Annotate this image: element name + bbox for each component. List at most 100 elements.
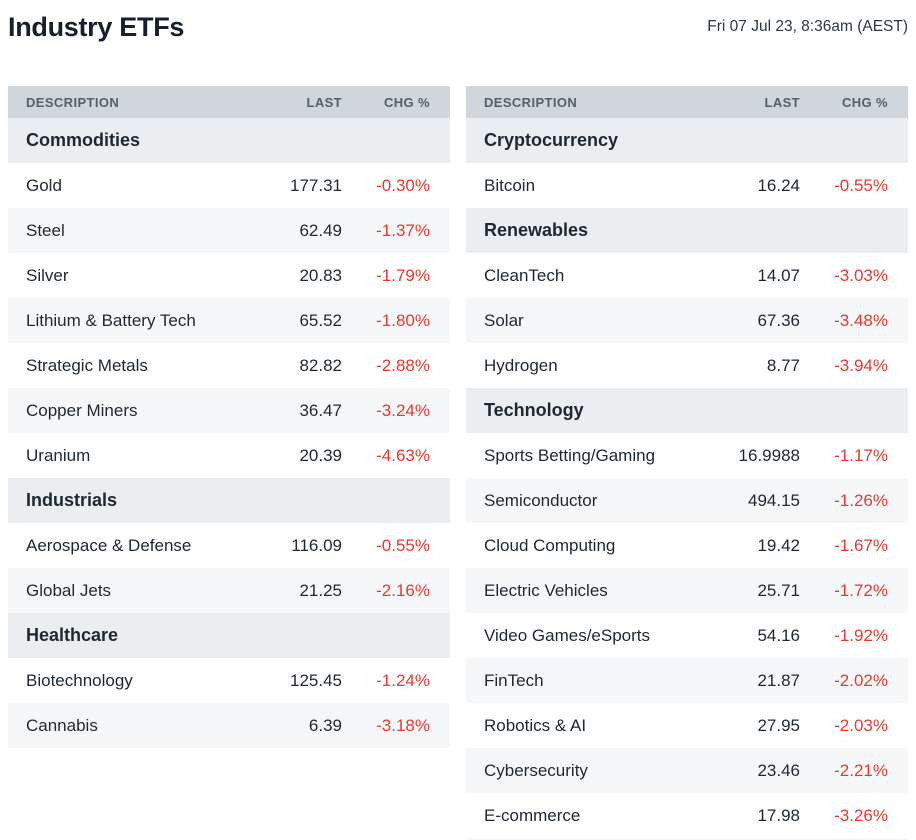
table-header-row: DESCRIPTION LAST CHG % — [8, 86, 450, 118]
column-header-chg: CHG % — [383, 94, 430, 110]
table-row: Lithium & Battery Tech 65.52 -1.80% — [8, 298, 450, 343]
table-row: CleanTech 14.07 -3.03% — [466, 253, 908, 298]
etf-description: Electric Vehicles — [484, 580, 608, 600]
table-row: FinTech 21.87 -2.02% — [466, 658, 908, 703]
table-row: Sports Betting/Gaming 16.9988 -1.17% — [466, 433, 908, 478]
etf-chg: -1.37% — [376, 220, 430, 240]
truncated-row-sliver — [466, 838, 908, 840]
etf-chg: -1.17% — [834, 445, 888, 465]
etf-description: E-commerce — [484, 805, 581, 825]
table-row: E-commerce 17.98 -3.26% — [466, 793, 908, 838]
etf-chg: -1.24% — [376, 670, 430, 690]
etf-description: Lithium & Battery Tech — [26, 310, 196, 330]
etf-last: 17.98 — [757, 805, 800, 825]
etf-last: 36.47 — [299, 400, 342, 420]
etf-last: 6.39 — [308, 715, 342, 735]
etf-chg: -1.92% — [834, 625, 888, 645]
table-row: Uranium 20.39 -4.63% — [8, 433, 450, 478]
table-header-row: DESCRIPTION LAST CHG % — [466, 86, 908, 118]
section-row: Commodities — [8, 118, 450, 163]
table-row: Solar 67.36 -3.48% — [466, 298, 908, 343]
column-header-last: LAST — [764, 94, 800, 110]
etf-chg: -2.88% — [376, 355, 430, 375]
table-row: Biotechnology 125.45 -1.24% — [8, 658, 450, 703]
column-header-description: DESCRIPTION — [26, 94, 120, 110]
etf-last: 116.09 — [291, 535, 342, 555]
etf-last: 65.52 — [299, 310, 342, 330]
etf-last: 8.77 — [766, 355, 800, 375]
section-label: Technology — [484, 400, 584, 420]
column-header-chg: CHG % — [841, 94, 888, 110]
etf-description: Bitcoin — [484, 175, 536, 195]
etf-chg: -0.30% — [376, 175, 430, 195]
etf-last: 14.07 — [757, 265, 800, 285]
table-row: Copper Miners 36.47 -3.24% — [8, 388, 450, 433]
etf-table: DESCRIPTION LAST CHG % Cryptocurrency Bitcoi… — [466, 86, 908, 840]
etf-chg: -3.48% — [834, 310, 888, 330]
section-row: Technology — [466, 388, 908, 433]
etf-last: 16.24 — [757, 175, 800, 195]
etf-chg: -2.02% — [834, 670, 888, 690]
table-row: Steel 62.49 -1.37% — [8, 208, 450, 253]
table-row: Silver 20.83 -1.79% — [8, 253, 450, 298]
etf-chg: -2.03% — [834, 715, 888, 735]
etf-table: DESCRIPTION LAST CHG % Commodities Gold 177.3… — [8, 86, 450, 840]
etf-chg: -3.24% — [376, 400, 430, 420]
etf-last: 82.82 — [299, 355, 342, 375]
etf-last: 21.25 — [299, 580, 342, 600]
table-row: Robotics & AI 27.95 -2.03% — [466, 703, 908, 748]
etf-description: Video Games/eSports — [484, 625, 650, 645]
etf-last: 27.95 — [757, 715, 800, 735]
etf-chg: -1.80% — [376, 310, 430, 330]
etf-last: 67.36 — [757, 310, 800, 330]
section-row: Renewables — [466, 208, 908, 253]
section-label: Healthcare — [26, 625, 119, 645]
section-label: Cryptocurrency — [484, 130, 619, 150]
etf-chg: -3.18% — [376, 715, 430, 735]
etf-description: Silver — [26, 265, 69, 285]
section-row: Industrials — [8, 478, 450, 523]
table-row: Cannabis 6.39 -3.18% — [8, 703, 450, 748]
timestamp: Fri 07 Jul 23, 8:36am (AEST) — [707, 18, 908, 35]
etf-description: CleanTech — [484, 265, 565, 285]
tables-container: DESCRIPTION LAST CHG % Commodities Gold 177.3… — [0, 86, 916, 840]
section-label: Industrials — [26, 490, 118, 510]
table-row: Cybersecurity 23.46 -2.21% — [466, 748, 908, 793]
etf-last: 25.71 — [757, 580, 800, 600]
etf-chg: -3.03% — [834, 265, 888, 285]
top-bar: Industry ETFs Fri 07 Jul 23, 8:36am (AES… — [0, 0, 916, 44]
table-row: Electric Vehicles 25.71 -1.72% — [466, 568, 908, 613]
etf-last: 20.83 — [299, 265, 342, 285]
etf-chg: -1.79% — [376, 265, 430, 285]
etf-description: Semiconductor — [484, 490, 598, 510]
etf-last: 494.15 — [748, 490, 800, 510]
etf-description: Solar — [484, 310, 524, 330]
etf-description: Steel — [26, 220, 65, 240]
etf-last: 23.46 — [757, 760, 800, 780]
etf-last: 16.9988 — [738, 445, 800, 465]
etf-description: Gold — [26, 175, 62, 195]
table-row: Global Jets 21.25 -2.16% — [8, 568, 450, 613]
etf-description: Global Jets — [26, 580, 112, 600]
table-row: Video Games/eSports 54.16 -1.92% — [466, 613, 908, 658]
section-label: Renewables — [484, 220, 589, 240]
etf-description: Strategic Metals — [26, 355, 148, 375]
etf-chg: -1.72% — [834, 580, 888, 600]
etf-description: FinTech — [484, 670, 544, 690]
etf-chg: -1.26% — [834, 490, 888, 510]
etf-last: 20.39 — [299, 445, 342, 465]
etf-description: Sports Betting/Gaming — [484, 445, 656, 465]
etf-chg: -2.16% — [376, 580, 430, 600]
etf-description: Hydrogen — [484, 355, 558, 375]
page-title: Industry ETFs — [8, 12, 185, 42]
etf-chg: -3.94% — [834, 355, 888, 375]
column-header-last: LAST — [306, 94, 342, 110]
etf-last: 177.31 — [290, 175, 342, 195]
etf-description: Biotechnology — [26, 670, 133, 690]
table-row: Bitcoin 16.24 -0.55% — [466, 163, 908, 208]
table-row: Aerospace & Defense 116.09 -0.55% — [8, 523, 450, 568]
section-label: Commodities — [26, 130, 141, 150]
etf-chg: -0.55% — [834, 175, 888, 195]
section-row: Healthcare — [8, 613, 450, 658]
